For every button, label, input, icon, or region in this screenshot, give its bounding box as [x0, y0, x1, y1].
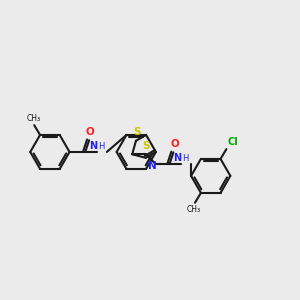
Text: O: O	[86, 127, 94, 137]
Text: S: S	[142, 141, 150, 152]
Text: N: N	[89, 141, 97, 151]
Text: H: H	[182, 154, 189, 163]
Text: Cl: Cl	[227, 137, 238, 147]
Text: N: N	[173, 153, 181, 163]
Text: H: H	[98, 142, 104, 151]
Text: O: O	[170, 140, 179, 149]
Text: CH₃: CH₃	[26, 114, 40, 123]
Text: CH₃: CH₃	[187, 205, 201, 214]
Text: S: S	[133, 127, 141, 137]
Text: N: N	[148, 161, 157, 171]
